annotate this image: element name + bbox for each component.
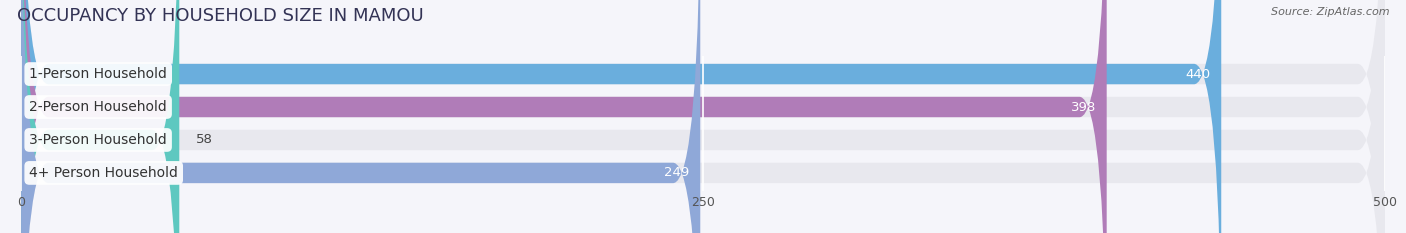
Text: OCCUPANCY BY HOUSEHOLD SIZE IN MAMOU: OCCUPANCY BY HOUSEHOLD SIZE IN MAMOU <box>17 7 423 25</box>
FancyBboxPatch shape <box>21 0 1222 233</box>
Text: 4+ Person Household: 4+ Person Household <box>30 166 179 180</box>
FancyBboxPatch shape <box>21 0 1385 233</box>
FancyBboxPatch shape <box>21 0 700 233</box>
Text: 440: 440 <box>1185 68 1211 81</box>
Text: 3-Person Household: 3-Person Household <box>30 133 167 147</box>
FancyBboxPatch shape <box>21 0 1385 233</box>
Text: Source: ZipAtlas.com: Source: ZipAtlas.com <box>1271 7 1389 17</box>
Text: 58: 58 <box>195 134 212 147</box>
Text: 1-Person Household: 1-Person Household <box>30 67 167 81</box>
Text: 249: 249 <box>664 166 689 179</box>
FancyBboxPatch shape <box>21 0 180 233</box>
FancyBboxPatch shape <box>21 0 1107 233</box>
FancyBboxPatch shape <box>21 0 1385 233</box>
Text: 2-Person Household: 2-Person Household <box>30 100 167 114</box>
Text: 398: 398 <box>1070 100 1095 113</box>
FancyBboxPatch shape <box>21 0 1385 233</box>
